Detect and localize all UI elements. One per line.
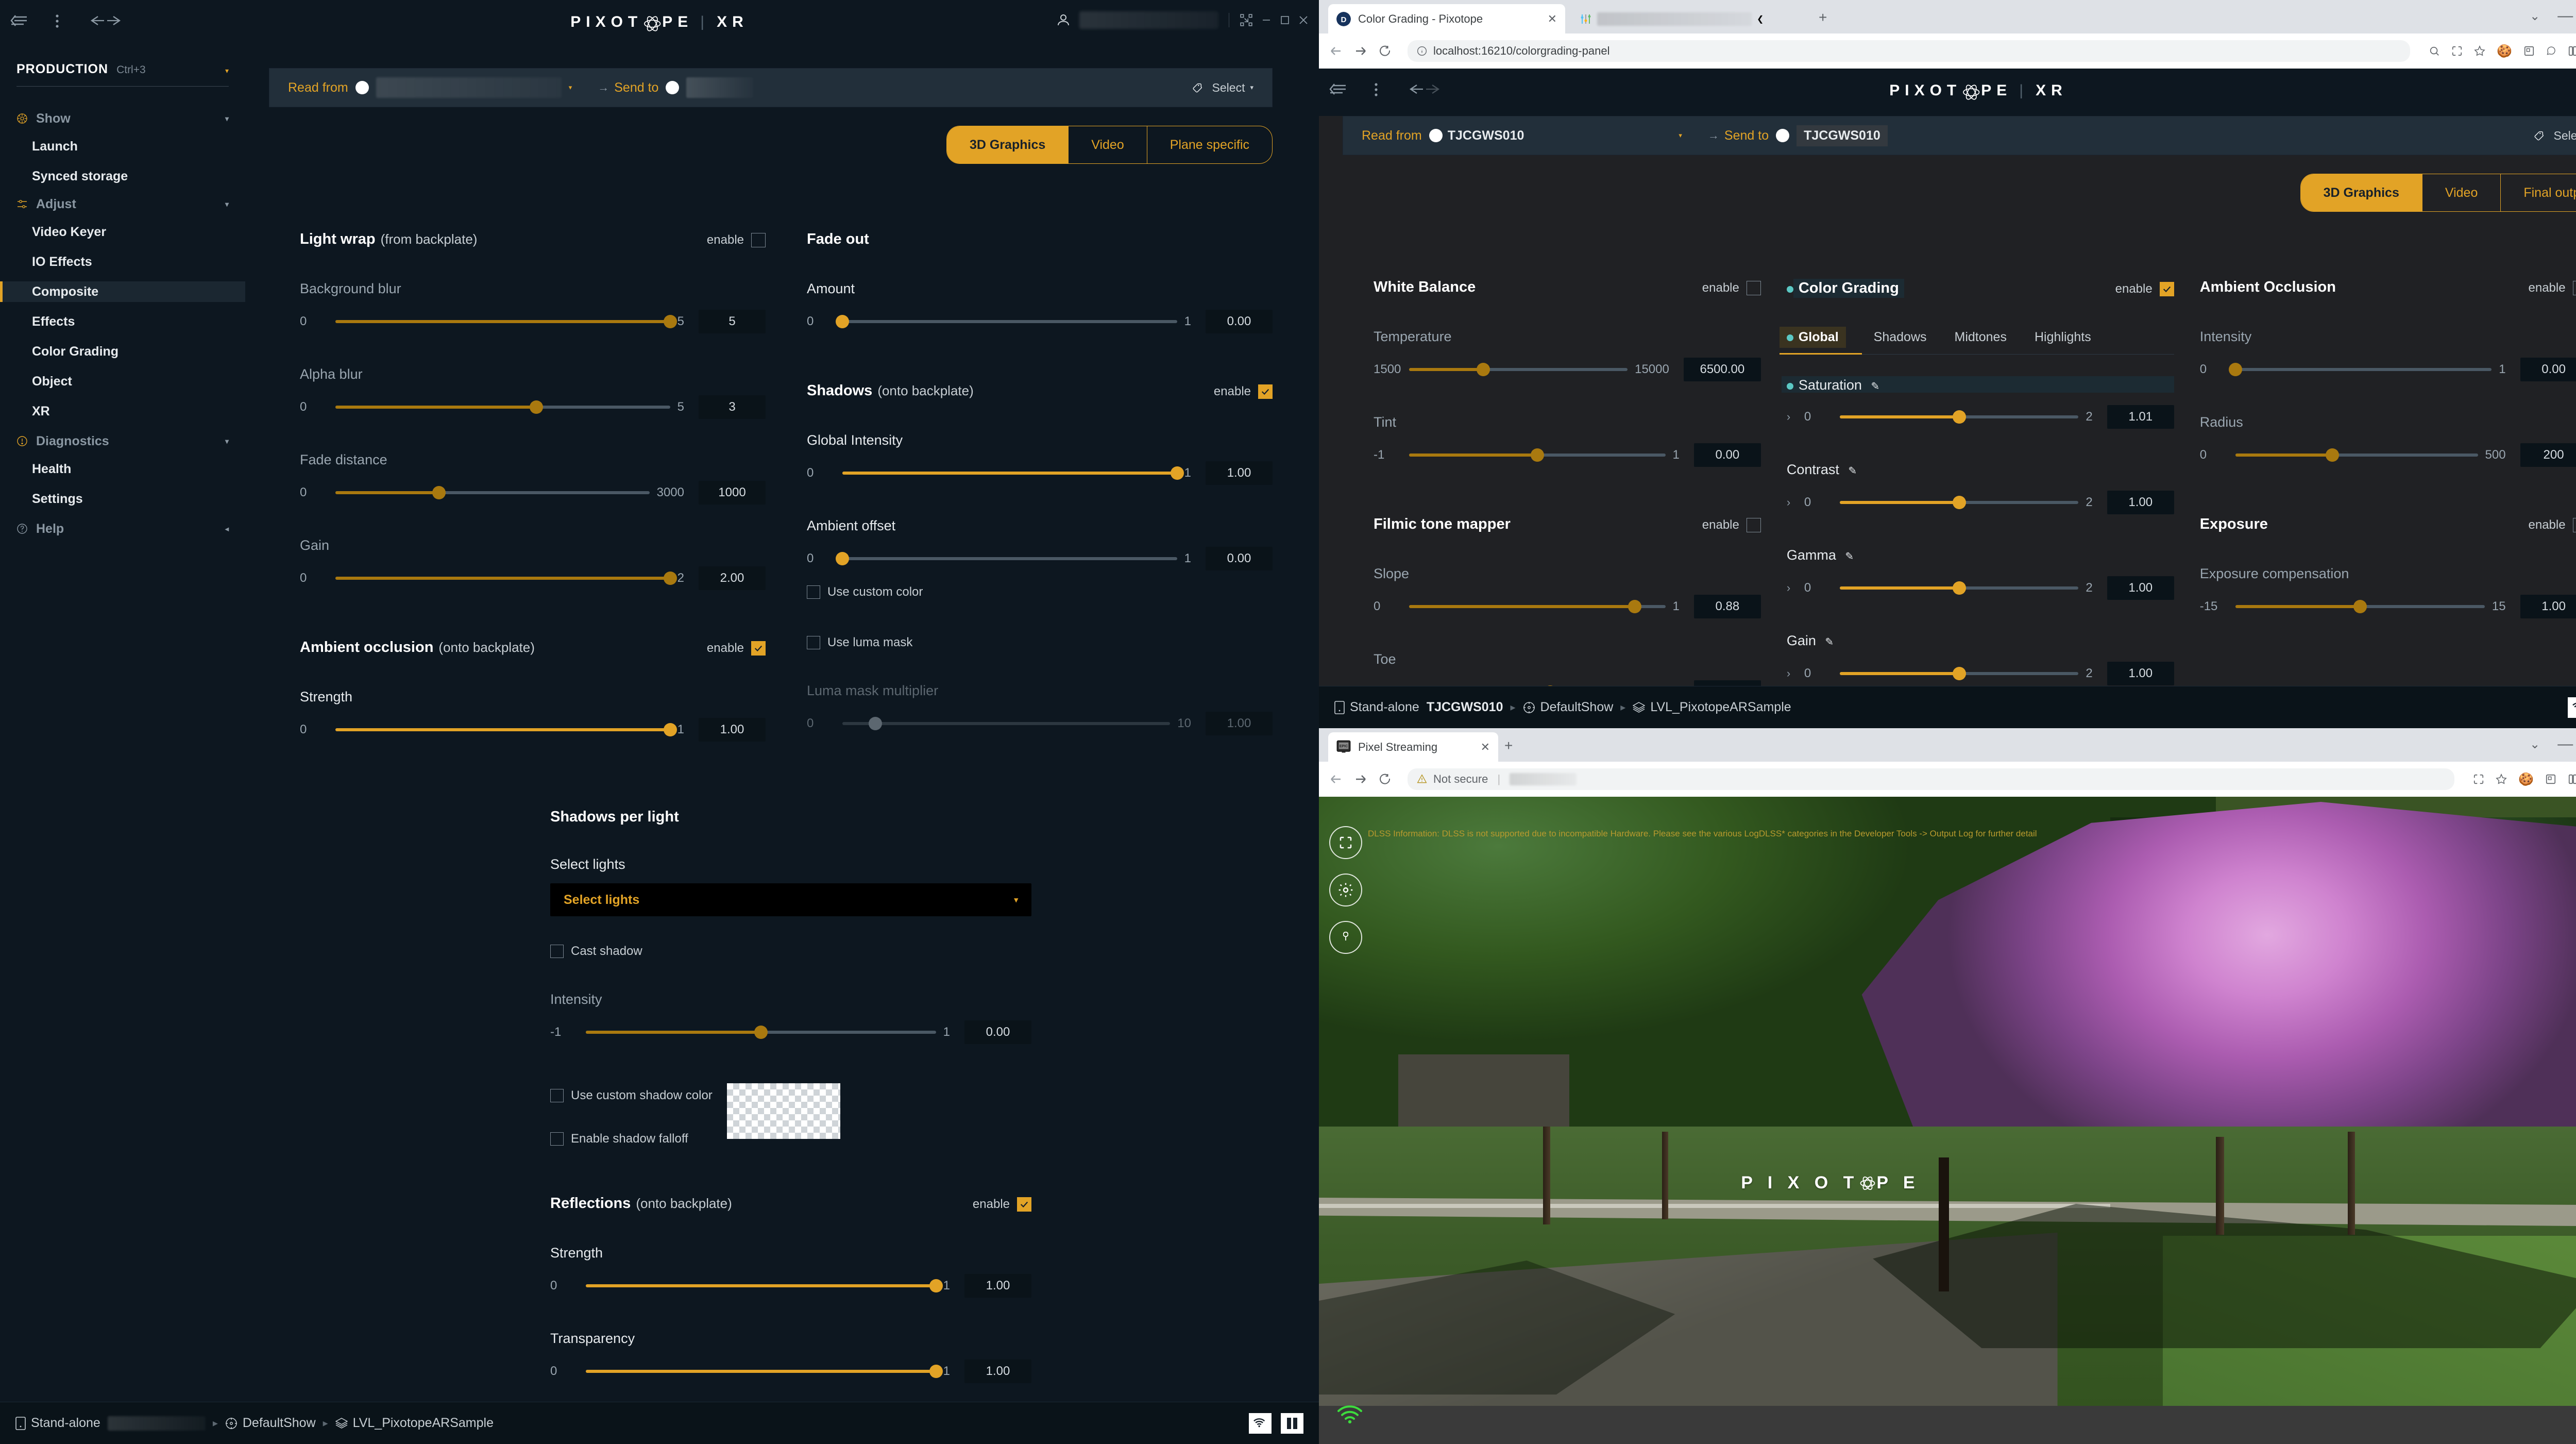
svg-text:EPIC: EPIC (1340, 745, 1348, 748)
svg-text:D: D (1341, 15, 1347, 24)
